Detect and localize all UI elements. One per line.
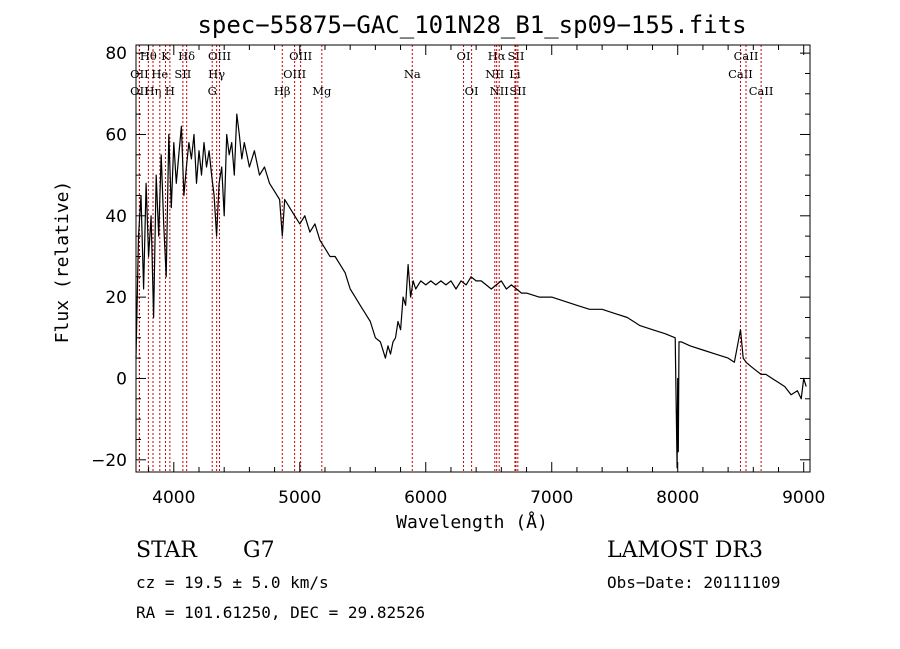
line-label-25: CaII (728, 67, 753, 81)
line-label-13: OIII (283, 67, 306, 81)
y-tick-label-1: 0 (116, 369, 127, 389)
line-label-11: G (208, 84, 217, 98)
line-label-26: CaII (734, 49, 759, 63)
obs-date: Obs−Date: 20111109 (607, 573, 780, 592)
line-label-19: Hα (488, 49, 506, 63)
x-tick-label-2: 6000 (404, 488, 447, 508)
x-tick-label-5: 9000 (782, 488, 825, 508)
line-label-7: SII (174, 67, 191, 81)
line-label-24: SII (509, 84, 526, 98)
plot-frame (135, 44, 811, 473)
line-label-16: Na (404, 67, 421, 81)
line-label-17: OI (457, 49, 471, 63)
spectrum-line (135, 113, 807, 469)
x-axis: 4000 5000 6000 7000 8000 9000 (148, 45, 825, 508)
line-label-21: NII (490, 84, 509, 98)
line-label-22: Li (509, 67, 521, 81)
line-label-2: OII (130, 84, 149, 98)
y-axis-label: Flux (relative) (52, 181, 73, 344)
line-label-23: SII (507, 49, 524, 63)
subclass-label: G7 (243, 538, 275, 563)
line-label-15: Mg (312, 84, 332, 98)
line-label-8: Hδ (178, 49, 195, 63)
redshift-text: cz = 19.5 ± 5.0 km/s (136, 573, 329, 592)
line-label-0: Hθ (140, 49, 157, 63)
line-label-3: Hη (145, 84, 162, 98)
y-tick-label-2: 20 (105, 288, 127, 308)
line-label-5: K (161, 49, 170, 63)
x-tick-label-1: 5000 (278, 488, 321, 508)
line-label-14: OIII (289, 49, 312, 63)
coordinates: RA = 101.61250, DEC = 29.82526 (136, 603, 425, 622)
y-tick-label-3: 40 (105, 207, 127, 227)
x-axis-label: Wavelength (Å) (396, 511, 548, 533)
y-tick-label-4: 60 (105, 125, 127, 145)
line-label-6: H (165, 84, 175, 98)
line-label-12: Hβ (274, 84, 291, 98)
line-label-10: Hγ (208, 67, 225, 81)
x-tick-label-3: 7000 (530, 488, 573, 508)
y-tick-label-0: −20 (91, 451, 127, 471)
survey-label: LAMOST DR3 (607, 538, 763, 563)
line-label-9: OIII (208, 49, 231, 63)
x-tick-label-4: 8000 (656, 488, 699, 508)
chart-title: spec−55875−GAC_101N28_B1_sp09−155.fits (197, 11, 746, 39)
y-tick-label-5: 80 (105, 44, 127, 64)
spectrum-group (135, 113, 807, 469)
line-label-27: CaII (749, 84, 774, 98)
x-tick-label-0: 4000 (152, 488, 195, 508)
line-label-4: He (151, 67, 168, 81)
class-label: STAR (136, 538, 198, 563)
line-label-18: OI (465, 84, 479, 98)
line-label-20: NII (485, 67, 504, 81)
y-axis: −20 0 20 40 60 80 (91, 44, 810, 471)
